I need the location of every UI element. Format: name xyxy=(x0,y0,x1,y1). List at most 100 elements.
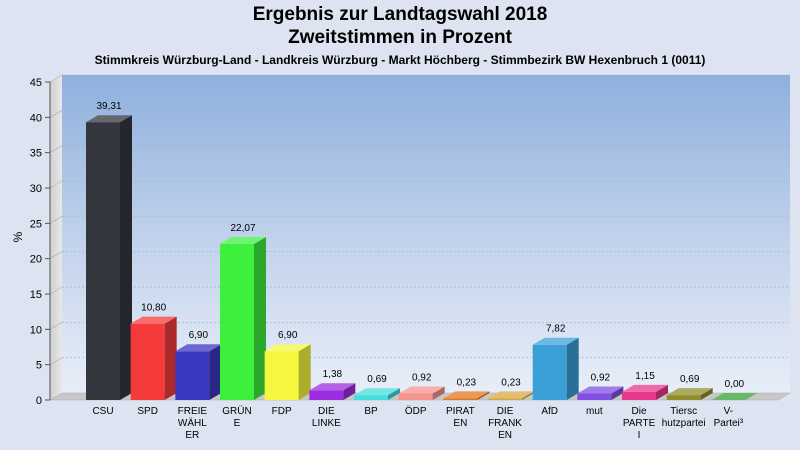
bar-top xyxy=(532,337,579,345)
x-tick-label: hutzpartei xyxy=(662,418,706,429)
bar-side xyxy=(611,386,624,400)
x-tick-label: PARTE xyxy=(623,418,656,429)
bar-value-label: 6,90 xyxy=(278,330,298,341)
x-tick-label: WÄHL xyxy=(178,417,207,429)
bar-top xyxy=(666,388,713,396)
bar-top xyxy=(86,115,132,123)
bar xyxy=(711,393,758,401)
bar xyxy=(622,384,669,400)
x-tick-label: EN xyxy=(453,418,467,429)
y-tick-label: 20 xyxy=(30,254,42,266)
bar-value-label: 0,00 xyxy=(725,379,745,390)
bar-side xyxy=(432,386,445,400)
x-tick-label: SPD xyxy=(137,406,158,417)
bar-side xyxy=(522,391,535,400)
x-tick-label: E xyxy=(234,418,241,429)
bar-side xyxy=(343,383,356,400)
bar-side xyxy=(566,337,579,400)
x-tick-label: I xyxy=(638,430,641,441)
x-tick-label: LINKE xyxy=(312,418,341,429)
gridline-side xyxy=(49,251,63,259)
bar xyxy=(532,337,579,400)
bar-front xyxy=(220,244,255,400)
x-tick-label: Die xyxy=(632,406,647,417)
bar-side xyxy=(477,391,490,400)
x-tick-label: FDP xyxy=(272,406,292,417)
chart-title: Ergebnis zur Landtagswahl 2018 xyxy=(252,4,548,25)
bar-value-label: 39,31 xyxy=(96,101,121,112)
bar-value-label: 0,92 xyxy=(591,372,611,383)
bar-front xyxy=(488,398,523,400)
bar-side xyxy=(656,384,669,400)
x-tick-label: BP xyxy=(364,406,378,417)
bar-side xyxy=(700,388,713,400)
x-tick-label: CSU xyxy=(92,406,113,417)
bar-side xyxy=(120,115,132,400)
bar-front xyxy=(666,395,701,400)
gridline-side xyxy=(49,74,63,83)
gridline-side xyxy=(49,110,63,118)
bar xyxy=(398,386,445,400)
bar-front xyxy=(86,122,120,400)
bar-value-label: 0,23 xyxy=(457,377,477,388)
gridline-side xyxy=(49,322,63,330)
bar-side xyxy=(388,388,401,400)
bar-front xyxy=(309,390,344,400)
gridline-side xyxy=(49,145,63,153)
bar-side xyxy=(164,316,177,400)
y-tick-label: 35 xyxy=(30,148,42,160)
chart-subtitle-line: Zweitstimmen in Prozent xyxy=(288,27,512,48)
gridline-side xyxy=(49,216,63,224)
x-tick-label: ÖDP xyxy=(405,405,427,417)
bar-top xyxy=(443,391,490,399)
x-tick-label: DIE xyxy=(318,406,335,417)
bar-top xyxy=(398,386,445,394)
bar xyxy=(488,391,535,400)
plot-back-wall xyxy=(62,75,790,393)
bar-value-label: 0,69 xyxy=(680,374,700,385)
gridline-side xyxy=(49,180,63,189)
bar-side xyxy=(254,237,267,400)
bar-top xyxy=(488,391,535,399)
bar-value-label: 0,92 xyxy=(412,372,432,383)
y-tick-label: 0 xyxy=(36,395,42,407)
bar-top xyxy=(577,386,624,394)
bar-value-label: 1,15 xyxy=(635,371,655,382)
x-tick-label: FRANK xyxy=(488,418,522,429)
bar xyxy=(309,383,356,400)
bar-front xyxy=(264,351,299,400)
bar-top xyxy=(309,383,356,391)
bar-front xyxy=(398,393,433,400)
bar-value-label: 6,90 xyxy=(189,330,209,341)
bar-front xyxy=(443,398,478,400)
bar-value-label: 0,69 xyxy=(367,374,387,385)
plot-side-wall xyxy=(50,75,62,400)
bar-top xyxy=(354,388,401,396)
x-tick-label: EN xyxy=(498,430,512,441)
bar-value-label: 1,38 xyxy=(323,369,343,380)
bar xyxy=(666,388,713,400)
chart-location-subtitle: Stimmkreis Würzburg-Land - Landkreis Wür… xyxy=(94,53,706,67)
y-tick-label: 10 xyxy=(30,324,42,336)
bar-value-label: 22,07 xyxy=(230,223,255,234)
bar xyxy=(130,316,177,400)
bar-value-label: 0,23 xyxy=(501,377,521,388)
bar xyxy=(175,344,222,400)
bar-front xyxy=(577,393,612,400)
bar-side xyxy=(298,344,311,400)
bar-side xyxy=(209,344,222,400)
x-tick-label: V- xyxy=(724,406,733,417)
bar-top xyxy=(220,237,267,245)
y-tick-label: 45 xyxy=(30,77,42,89)
bar-front xyxy=(622,391,657,400)
y-tick-label: 15 xyxy=(30,289,42,301)
bar xyxy=(443,391,490,400)
bar-top xyxy=(130,316,177,324)
bar xyxy=(577,386,624,400)
bar-front xyxy=(354,395,389,400)
bar-front xyxy=(175,351,210,400)
bar-value-label: 7,82 xyxy=(546,324,566,335)
y-tick-label: 30 xyxy=(30,183,42,195)
